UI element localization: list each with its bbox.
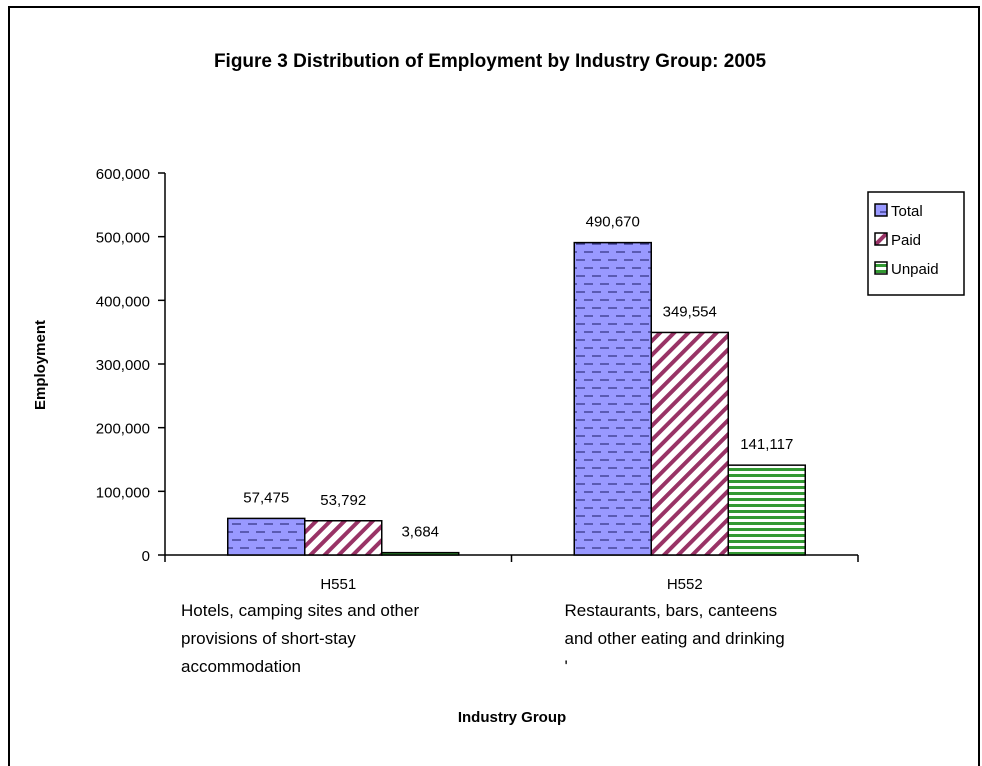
category-code: H552 [667,576,703,593]
legend-swatch-unpaid [874,261,888,275]
data-label-paid-h551: 53,792 [320,492,366,509]
chart-frame [8,6,980,766]
y-tick-label: 400,000 [96,293,150,310]
data-label-paid-h552: 349,554 [663,303,717,320]
legend: Total Paid Unpaid [867,191,965,296]
category-description-line: and other eating and drinking [565,629,785,648]
x-axis-title: Industry Group [458,709,566,726]
bar-paid-h552 [650,331,729,556]
y-axis: 0 100,000 200,000 300,000 400,000 500,000 600,… [96,166,166,565]
bar-unpaid-h551 [381,551,460,556]
y-tick-label: 200,000 [96,421,150,438]
bars [227,241,806,556]
legend-swatch-paid [874,232,888,246]
bar-total-h551 [227,517,306,556]
y-tick-label: 300,000 [96,357,150,374]
legend-label-total: Total [891,203,923,220]
data-label-unpaid-h552: 141,117 [740,436,793,453]
category-description-line: Restaurants, bars, canteens [565,601,778,620]
data-label-unpaid-h551: 3,684 [401,524,439,541]
y-tick-label: 100,000 [96,484,150,501]
category-description-line: ' [565,657,568,676]
category-description-line: accommodation [181,657,301,676]
category-description-line: Hotels, camping sites and other [181,601,419,620]
bar-total-h552 [573,241,652,556]
y-tick-label: 600,000 [96,166,150,183]
y-tick-label: 500,000 [96,230,150,247]
y-axis-title: Employment [32,320,49,410]
chart-title: Figure 3 Distribution of Employment by I… [214,51,767,72]
data-label-total-h551: 57,475 [243,489,289,506]
bar-paid-h551 [304,520,383,556]
category-labels: H551 Hotels, camping sites and other provi… [181,576,785,676]
bar-unpaid-h552 [727,464,806,556]
legend-swatch-total [874,203,888,217]
data-labels: 57,475 53,792 3,684 490,670 349,554 141,117 [243,214,793,541]
data-label-total-h552: 490,670 [586,214,640,231]
category-code: H551 [320,576,356,593]
category-description-line: provisions of short-stay [181,629,356,648]
x-axis [164,554,859,562]
legend-label-unpaid: Unpaid [891,261,939,278]
y-tick-label: 0 [142,548,150,565]
legend-label-paid: Paid [891,232,921,249]
